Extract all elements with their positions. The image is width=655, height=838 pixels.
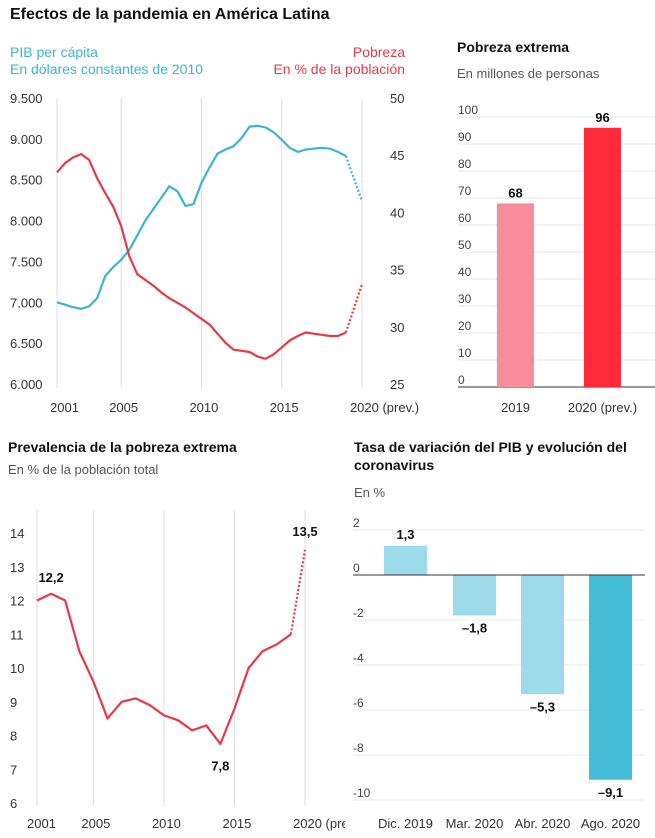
x-tick-label: 2010: [152, 816, 181, 831]
y-right-tick-label: 50: [390, 91, 404, 106]
x-tick-label: 2019: [501, 400, 530, 415]
x-tick-label: 2020 (prev.): [568, 400, 637, 415]
gdp-poverty-line-chart: 2001 2005 2010 2015 2020 (prev.) 9.500 9.000 8.…: [10, 91, 419, 415]
gdp-series-line: [56, 124, 347, 310]
prevalence-title: Prevalencia de la pobreza extrema: [8, 439, 237, 455]
gdp-forecast-line: [344, 155, 363, 202]
y-tick-label: 2: [353, 516, 360, 530]
y-tick-label: -8: [353, 741, 364, 755]
y-left-tick-label: 9.000: [10, 132, 43, 147]
y-left-tick-label: 6.000: [10, 377, 43, 392]
y-tick-label: 11: [10, 627, 24, 642]
poverty-forecast-line: [344, 284, 363, 333]
legend-gdp-unit: En dólares constantes de 2010: [10, 61, 204, 77]
y-tick-label: 7: [10, 762, 17, 777]
y-right-tick-label: 40: [390, 205, 404, 220]
y-left-tick-label: 6.500: [10, 336, 43, 351]
poverty-series-line: [56, 153, 347, 360]
bar: [521, 575, 564, 695]
y-tick-label: 14: [10, 526, 24, 541]
x-tick-label: Dic. 2019: [378, 816, 433, 831]
y-tick-label: 10: [10, 661, 24, 676]
bar: [453, 575, 496, 616]
legend-poverty-unit: En % de la población: [273, 61, 405, 77]
bar-value-label: 96: [595, 110, 609, 125]
y-tick-label: 8: [10, 729, 17, 744]
y-tick-label: 40: [458, 265, 472, 279]
x-tick-label: 2020 (prev.): [350, 400, 419, 415]
legend-poverty: Pobreza En % de la población: [273, 44, 405, 78]
x-tick-label: 2010: [189, 400, 218, 415]
x-tick-label: 2020 (prev.): [293, 816, 345, 831]
x-tick-label: 2005: [109, 400, 138, 415]
y-tick-label: 0: [458, 373, 465, 387]
bar: [497, 203, 534, 387]
y-tick-label: -6: [353, 696, 364, 710]
y-left-tick-label: 7.000: [10, 295, 43, 310]
bar-value-label: –5,3: [530, 699, 555, 714]
y-tick-label: 30: [458, 292, 472, 306]
x-tick-label: Abr. 2020: [515, 816, 571, 831]
y-tick-label: 10: [458, 346, 472, 360]
bar: [589, 575, 632, 780]
y-tick-label: 0: [353, 561, 360, 575]
y-tick-label: -4: [353, 651, 364, 665]
data-annotation: 7,8: [211, 758, 229, 773]
bar: [584, 127, 621, 388]
y-left-tick-label: 8.000: [10, 214, 43, 229]
y-tick-label: -10: [353, 786, 371, 800]
y-tick-label: 60: [458, 211, 472, 225]
x-tick-label: Ago. 2020: [581, 816, 640, 831]
legend-gdp-name: PIB per cápita: [10, 44, 98, 60]
x-tick-label: 2001: [27, 816, 56, 831]
legend-poverty-name: Pobreza: [352, 44, 405, 60]
y-right-tick-label: 30: [390, 320, 404, 335]
y-tick-label: 100: [458, 103, 478, 117]
legend-gdp: PIB per cápita En dólares constantes de …: [10, 44, 203, 78]
y-tick-label: 9: [10, 695, 17, 710]
y-tick-label: 50: [458, 238, 472, 252]
gdp-variation-subtitle: En %: [354, 485, 386, 500]
prevalence-series-line: [36, 592, 292, 745]
y-tick-label: 80: [458, 157, 472, 171]
y-tick-label: 70: [458, 184, 472, 198]
bar-value-label: 1,3: [396, 527, 414, 542]
y-right-tick-label: 45: [390, 148, 404, 163]
y-right-tick-label: 35: [390, 263, 404, 278]
y-tick-label: -2: [353, 606, 364, 620]
y-left-tick-label: 7.500: [10, 254, 43, 269]
prevalence-line-chart: 2001 2005 2010 2015 2020 (prev.) 14 13 12 11 10 9 8…: [10, 510, 345, 831]
y-tick-label: 90: [458, 130, 472, 144]
prevalence-subtitle: En % de la población total: [8, 462, 159, 477]
x-tick-label: 2015: [222, 816, 251, 831]
extreme-poverty-bar-subtitle: En millones de personas: [457, 66, 600, 81]
extreme-poverty-bar-title: Pobreza extrema: [457, 39, 570, 55]
y-tick-label: 12: [10, 594, 24, 609]
bar-value-label: –9,1: [598, 785, 623, 800]
bar-value-label: 68: [508, 185, 522, 200]
prevalence-forecast-line: [289, 549, 307, 635]
data-annotation: 13,5: [292, 524, 317, 539]
x-tick-label: 2005: [81, 816, 110, 831]
y-left-tick-label: 9.500: [10, 91, 43, 106]
gdp-variation-title: Tasa de variación del PIB y evolución de…: [354, 439, 627, 473]
y-right-tick-label: 25: [390, 377, 404, 392]
bar-value-label: –1,8: [462, 621, 487, 636]
y-tick-label: 20: [458, 319, 472, 333]
y-left-tick-label: 8.500: [10, 173, 43, 188]
x-tick-label: Mar. 2020: [446, 816, 504, 831]
page-title: Efectos de la pandemia en América Latina: [10, 6, 330, 23]
y-tick-label: 13: [10, 560, 24, 575]
gdp-variation-bar-chart: 2 0 -2 -4 -6 -8 -10 1,3 Dic. 2019 –1,8 Mar. 2020 –5…: [353, 516, 645, 831]
bar: [384, 545, 427, 575]
data-annotation: 12,2: [38, 570, 63, 585]
x-tick-label: 2015: [270, 400, 299, 415]
y-tick-label: 6: [10, 796, 17, 811]
x-tick-label: 2001: [50, 400, 79, 415]
